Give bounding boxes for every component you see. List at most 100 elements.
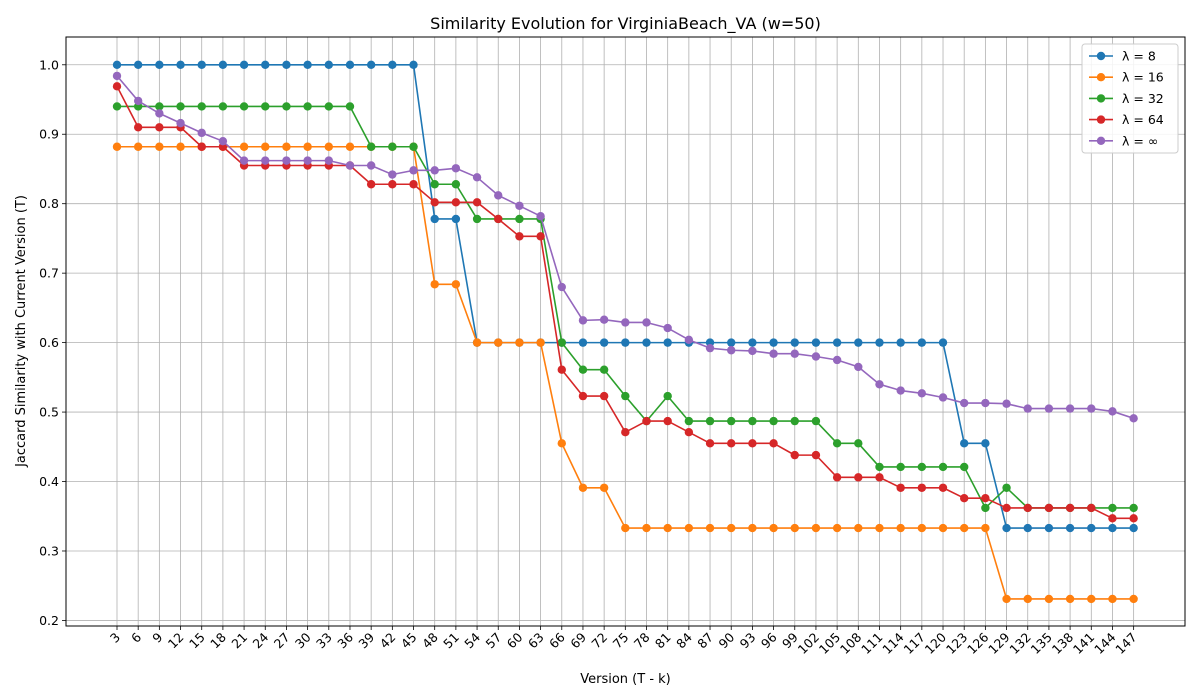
data-point — [938, 523, 948, 533]
legend-label: λ = 16 — [1122, 70, 1164, 85]
data-point — [790, 416, 799, 426]
data-point — [218, 60, 228, 69]
data-point — [599, 365, 609, 374]
data-point — [811, 450, 821, 460]
series-lines — [112, 60, 1138, 604]
y-tick-label: 1.0 — [39, 57, 59, 72]
data-point — [727, 338, 736, 347]
data-point — [1044, 503, 1054, 513]
legend-label: λ = 8 — [1122, 49, 1156, 64]
data-point — [261, 156, 270, 165]
y-tick-label: 0.3 — [39, 543, 59, 558]
x-tick-label: 72 — [588, 630, 610, 652]
data-point — [832, 338, 842, 347]
legend-box — [1081, 43, 1179, 154]
data-point — [239, 142, 249, 151]
data-point — [494, 191, 503, 200]
data-point — [854, 473, 863, 482]
data-point — [197, 142, 206, 151]
data-point — [642, 523, 651, 533]
data-point — [1065, 523, 1075, 533]
data-point — [790, 349, 799, 358]
data-point — [345, 142, 355, 151]
data-point — [599, 338, 609, 347]
grid-lines — [66, 37, 1185, 626]
data-point — [1002, 523, 1011, 533]
data-point — [430, 166, 439, 175]
data-point — [409, 142, 418, 151]
data-point — [366, 161, 376, 170]
data-point — [324, 102, 333, 111]
chart-title: Similarity Evolution for VirginiaBeach_V… — [430, 14, 821, 34]
data-point — [599, 483, 609, 492]
data-point — [112, 82, 122, 91]
x-tick-label: 78 — [631, 629, 653, 651]
data-point — [811, 523, 821, 533]
x-axis-ticks: 3 6 9 12 15 18 21 24 27 30 33 36 39 42 45 48 51 54 57 60 63 6… — [107, 626, 1140, 657]
data-point — [663, 338, 672, 347]
data-point — [388, 60, 397, 69]
data-point — [896, 523, 905, 533]
data-point — [1087, 523, 1096, 533]
legend-label: λ = ∞ — [1122, 133, 1158, 148]
data-point — [218, 136, 228, 146]
data-point — [578, 316, 588, 325]
data-point — [917, 523, 927, 533]
data-point — [239, 156, 249, 165]
x-tick-label: 36 — [334, 629, 356, 651]
data-point — [430, 180, 439, 189]
data-point — [261, 60, 270, 69]
data-point — [1002, 483, 1011, 492]
data-point — [176, 102, 185, 111]
x-tick-label: 87 — [694, 630, 716, 652]
data-point — [218, 102, 228, 111]
data-point — [854, 338, 863, 347]
data-point — [366, 180, 376, 189]
series-line-3 — [112, 82, 1138, 523]
data-point — [155, 109, 164, 118]
y-tick-label: 0.8 — [39, 196, 59, 211]
x-tick-label: 66 — [546, 629, 568, 651]
data-point — [324, 142, 333, 151]
data-point — [388, 170, 397, 179]
data-point — [832, 473, 842, 482]
data-point — [663, 416, 672, 426]
data-point — [621, 428, 630, 437]
data-point — [981, 523, 990, 533]
x-tick-label: 51 — [440, 630, 462, 652]
data-point — [1002, 399, 1011, 408]
x-axis-label: Version (T - k) — [580, 672, 671, 687]
data-point — [875, 338, 884, 347]
y-tick-label: 0.6 — [39, 335, 59, 350]
data-point — [790, 523, 799, 533]
x-tick-label: 63 — [525, 630, 547, 652]
x-tick-label: 18 — [207, 629, 229, 651]
data-point — [960, 523, 969, 533]
data-point — [705, 343, 715, 353]
data-point — [536, 338, 545, 347]
data-point — [1129, 503, 1138, 513]
data-point — [748, 439, 757, 448]
data-point — [875, 462, 884, 472]
data-point — [896, 386, 905, 395]
data-point — [705, 416, 715, 426]
data-point — [133, 123, 143, 132]
data-point — [769, 523, 778, 533]
data-point — [515, 338, 524, 347]
data-point — [769, 439, 778, 448]
legend-item-0: λ = 8 — [1089, 49, 1156, 64]
data-point — [663, 323, 672, 333]
data-point — [1087, 594, 1096, 604]
series-line-4 — [112, 71, 1138, 423]
data-point — [960, 493, 969, 503]
data-point — [515, 232, 524, 241]
data-point — [239, 102, 249, 111]
data-point — [875, 523, 884, 533]
x-tick-label: 60 — [504, 629, 526, 651]
data-point — [917, 338, 927, 347]
y-tick-label: 0.9 — [39, 127, 59, 142]
x-tick-label: 93 — [737, 630, 759, 652]
series-line-0 — [112, 60, 1138, 533]
data-point — [536, 212, 545, 221]
